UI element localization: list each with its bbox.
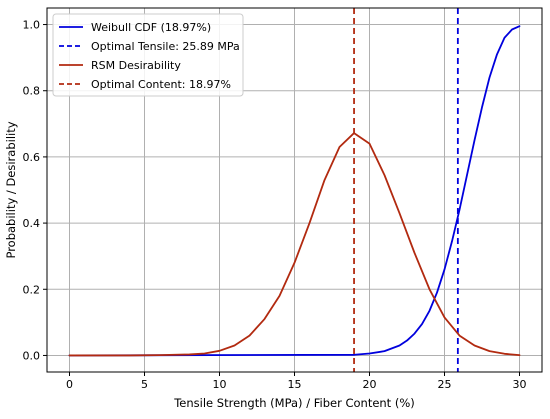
x-tick-label: 10 [213, 378, 227, 391]
x-tick-label: 30 [513, 378, 527, 391]
y-tick-label: 0.4 [23, 217, 41, 230]
x-tick-label: 20 [363, 378, 377, 391]
y-tick-label: 0.2 [23, 283, 41, 296]
legend-items: Weibull CDF (18.97%) Optimal Tensile: 25.… [59, 21, 240, 91]
legend-label: Optimal Content: 18.97% [91, 78, 231, 91]
x-tick-label: 25 [438, 378, 452, 391]
legend-label: Optimal Tensile: 25.89 MPa [91, 40, 240, 53]
rsm-desirability-curve [68, 132, 521, 357]
plot-area [68, 8, 521, 372]
y-tick-label: 0.6 [23, 151, 41, 164]
y-axis-label: Probability / Desirability [4, 121, 18, 258]
legend-label: RSM Desirability [91, 59, 181, 72]
x-tick-label: 5 [141, 378, 148, 391]
legend-label: Weibull CDF (18.97%) [91, 21, 211, 34]
y-tick-label: 1.0 [23, 19, 41, 32]
x-tick-label: 15 [288, 378, 302, 391]
x-axis-label: Tensile Strength (MPa) / Fiber Content (… [173, 396, 415, 410]
weibull-cdf-18-97-curve [68, 25, 521, 357]
y-tick-label: 0.0 [23, 349, 41, 362]
y-tick-label: 0.8 [23, 85, 41, 98]
axis-ticks: 0 5 10 15 20 25 30 0.0 0.2 0.4 0.6 0.8 1.0 [23, 19, 527, 391]
legend: Weibull CDF (18.97%) Optimal Tensile: 25.… [52, 13, 244, 97]
legend-box [52, 13, 244, 97]
x-tick-label: 0 [66, 378, 73, 391]
